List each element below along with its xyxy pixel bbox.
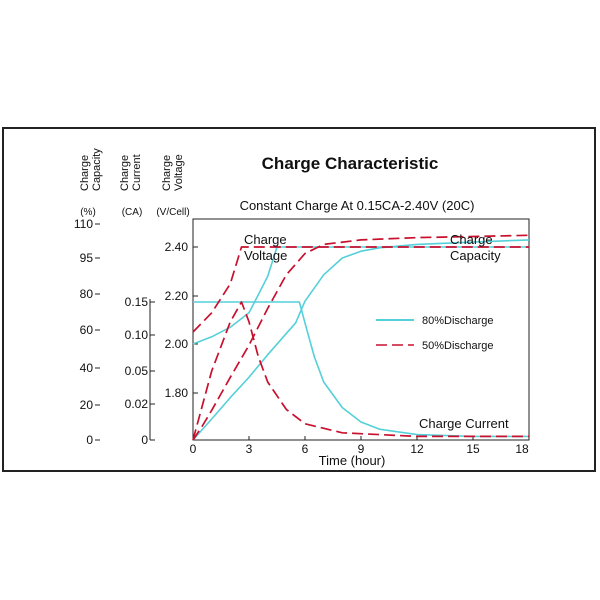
annotation-charge-capacity-line2: Capacity: [450, 248, 501, 263]
current-tick-0.15: 0.15: [125, 295, 149, 309]
series-current-50-discharge: [192, 301, 529, 441]
annotation-charge-voltage-line1: Charge: [244, 232, 287, 247]
chart-title: Charge Characteristic: [262, 154, 439, 173]
voltage-axis-title-line2: Voltage: [173, 154, 185, 191]
series-layer: [192, 234, 530, 441]
voltage-axis-title: Charge Voltage: [161, 154, 185, 191]
series-voltage-50-discharge: [192, 246, 529, 333]
voltage-ticks: 2.40 2.20 2.00 1.80: [165, 240, 198, 400]
legend-label-80-discharge: 80%Discharge: [422, 315, 494, 327]
capacity-axis-unit: (%): [80, 207, 96, 218]
capacity-axis-title-line2: Capacity: [91, 148, 103, 191]
chart-frame: Charge Characteristic Constant Charge At…: [2, 127, 596, 472]
annotation-charge-voltage-line2: Voltage: [244, 248, 287, 263]
current-axis-title: Charge Current: [119, 154, 143, 191]
x-tick-15: 15: [466, 442, 480, 456]
x-tick-0: 0: [190, 442, 197, 456]
chart-subtitle: Constant Charge At 0.15CA-2.40V (20C): [240, 198, 475, 213]
voltage-tick-2.00: 2.00: [165, 337, 189, 351]
capacity-ticks: 110 95 80 60 40 20 0: [74, 217, 100, 447]
voltage-tick-2.40: 2.40: [165, 240, 189, 254]
x-axis-title: Time (hour): [319, 453, 386, 468]
capacity-tick-110: 110: [74, 217, 93, 231]
capacity-tick-0: 0: [86, 433, 93, 447]
x-tick-12: 12: [410, 442, 424, 456]
x-ticks: 0 3 6 9 12 15 18: [190, 436, 529, 456]
annotation-charge-capacity-line1: Charge: [450, 232, 493, 247]
voltage-axis-title-line1: Charge: [161, 155, 173, 191]
legend: 80%Discharge 50%Discharge: [376, 315, 494, 352]
series-capacity-80-discharge: [192, 239, 530, 441]
charge-characteristic-chart: Charge Characteristic Constant Charge At…: [74, 148, 530, 468]
annotation-charge-current: Charge Current: [419, 416, 509, 431]
current-tick-0: 0: [141, 433, 148, 447]
x-tick-6: 6: [302, 442, 309, 456]
voltage-tick-2.20: 2.20: [165, 289, 189, 303]
x-tick-3: 3: [246, 442, 253, 456]
current-ticks: 0.15 0.10 0.05 0.02 0: [125, 295, 155, 447]
current-tick-0.05: 0.05: [125, 364, 149, 378]
series-current-80-discharge: [193, 301, 529, 438]
voltage-axis-unit: (V/Cell): [156, 207, 189, 218]
x-tick-9: 9: [358, 442, 365, 456]
voltage-tick-1.80: 1.80: [165, 386, 189, 400]
current-axis-unit: (CA): [122, 207, 143, 218]
legend-label-50-discharge: 50%Discharge: [422, 340, 494, 352]
capacity-tick-80: 80: [80, 287, 94, 301]
capacity-tick-20: 20: [80, 398, 94, 412]
capacity-tick-60: 60: [80, 323, 94, 337]
current-tick-0.10: 0.10: [125, 328, 149, 342]
x-tick-18: 18: [515, 442, 529, 456]
capacity-tick-40: 40: [80, 361, 94, 375]
current-axis-title-line2: Current: [131, 154, 143, 191]
series-capacity-50-discharge: [192, 234, 530, 441]
capacity-axis-title-line1: Charge: [79, 155, 91, 191]
capacity-tick-95: 95: [80, 251, 94, 265]
current-axis-title-line1: Charge: [119, 155, 131, 191]
current-tick-0.02: 0.02: [125, 397, 149, 411]
capacity-axis-title: Charge Capacity: [79, 148, 103, 191]
